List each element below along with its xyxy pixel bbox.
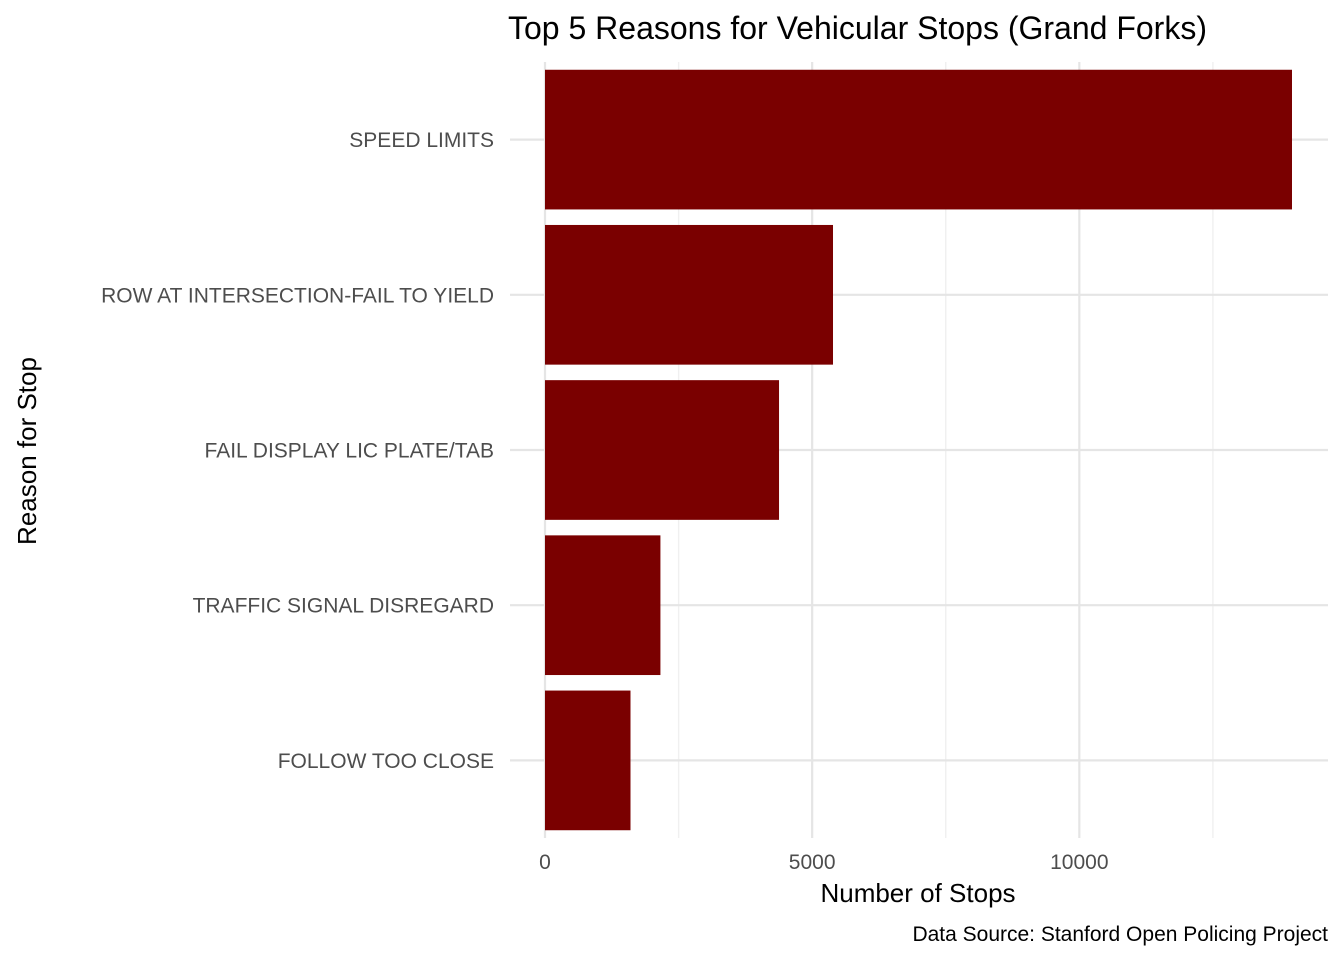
y-tick-label: TRAFFIC SIGNAL DISREGARD (193, 595, 494, 618)
y-tick-labels: SPEED LIMITS ROW AT INTERSECTION-FAIL TO … (101, 129, 494, 773)
chart-title: Top 5 Reasons for Vehicular Stops (Grand… (508, 10, 1207, 46)
x-tick-labels: 0 5000 10000 (539, 851, 1108, 874)
y-axis-title: Reason for Stop (12, 357, 42, 545)
bar (545, 224, 834, 365)
bars (545, 69, 1292, 831)
y-tick-label: ROW AT INTERSECTION-FAIL TO YIELD (101, 284, 494, 307)
y-tick-label: FOLLOW TOO CLOSE (278, 750, 494, 773)
x-axis-title: Number of Stops (820, 878, 1015, 908)
bar (545, 690, 631, 831)
x-tick-label: 10000 (1050, 851, 1108, 874)
bar (545, 69, 1292, 210)
x-tick-label: 0 (539, 851, 551, 874)
bar (545, 380, 780, 520)
bar (545, 535, 661, 676)
y-tick-label: FAIL DISPLAY LIC PLATE/TAB (205, 440, 494, 463)
x-tick-label: 5000 (789, 851, 836, 874)
y-tick-label: SPEED LIMITS (349, 129, 494, 152)
caption: Data Source: Stanford Open Policing Proj… (912, 923, 1328, 946)
